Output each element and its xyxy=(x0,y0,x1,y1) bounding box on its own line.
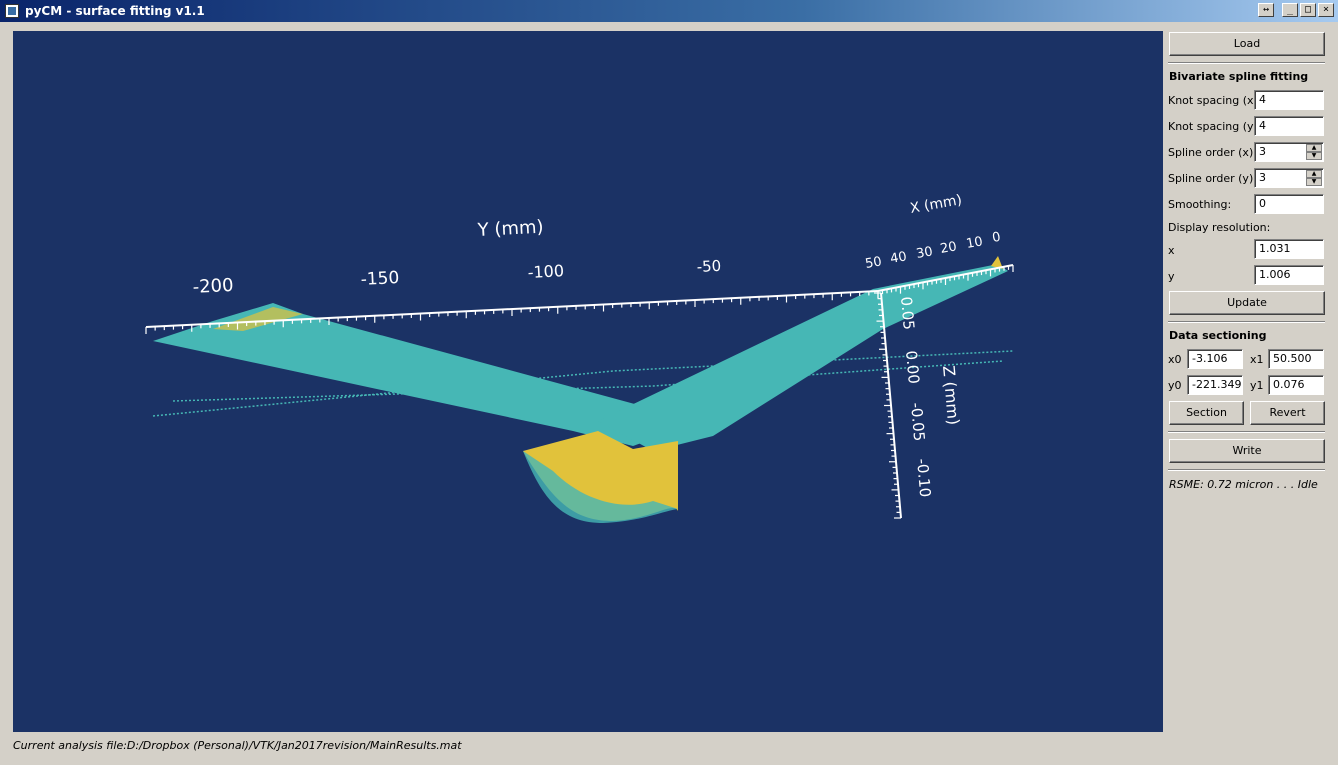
write-button[interactable]: Write xyxy=(1169,439,1325,463)
update-button[interactable]: Update xyxy=(1169,291,1325,315)
z-axis-title: Z (mm) xyxy=(939,365,963,426)
revert-button[interactable]: Revert xyxy=(1250,401,1325,425)
y-tick-label: -50 xyxy=(696,257,721,276)
data-sectioning-title: Data sectioning xyxy=(1169,329,1267,342)
z-axis-ticks xyxy=(874,292,901,519)
smoothing-label: Smoothing: xyxy=(1168,198,1232,211)
y0-label: y0 xyxy=(1168,379,1182,392)
outline-line xyxy=(152,350,1014,417)
display-resolution-label: Display resolution: xyxy=(1168,221,1271,234)
order-x-value: 3 xyxy=(1259,145,1266,158)
x0-input[interactable]: -3.106 xyxy=(1187,349,1243,369)
spline-section-title: Bivariate spline fitting xyxy=(1169,70,1309,83)
x0-label: x0 xyxy=(1168,353,1182,366)
divider xyxy=(1168,62,1325,64)
x1-label: x1 xyxy=(1250,353,1264,366)
title-bar[interactable]: pyCM - surface fitting v1.1 ↔ _ □ × xyxy=(0,0,1338,22)
x-axis-ticks xyxy=(877,265,1014,298)
x-tick-label: 50 xyxy=(864,254,883,272)
res-y-input[interactable]: 1.006 xyxy=(1254,265,1324,285)
surface-plot: Y (mm) -200 -150 -100 -50 X (mm) 50 40 3… xyxy=(145,192,1014,523)
x1-input[interactable]: 50.500 xyxy=(1268,349,1324,369)
y-axis-title: Y (mm) xyxy=(476,217,544,241)
divider xyxy=(1168,431,1325,433)
window-controls: ↔ _ □ × xyxy=(1258,3,1334,17)
order-y-spinbox[interactable]: 3 ▲ ▼ xyxy=(1254,168,1324,188)
x-axis-title: X (mm) xyxy=(909,192,963,217)
x-tick-label: 30 xyxy=(915,244,934,262)
order-x-label: Spline order (x) xyxy=(1168,146,1254,159)
divider xyxy=(1168,321,1325,323)
y1-input[interactable]: 0.076 xyxy=(1268,375,1324,395)
surface-right-wing xyxy=(598,264,1008,451)
knot-y-label: Knot spacing (y) xyxy=(1168,120,1258,133)
knot-x-input[interactable]: 4 xyxy=(1254,90,1324,110)
divider xyxy=(1168,469,1325,471)
z-tick-label: -0.10 xyxy=(913,458,934,498)
render-viewport[interactable]: Y (mm) -200 -150 -100 -50 X (mm) 50 40 3… xyxy=(13,31,1163,732)
y0-input[interactable]: -221.349 xyxy=(1187,375,1243,395)
maximize-button[interactable]: □ xyxy=(1300,3,1316,17)
minimize-button[interactable]: _ xyxy=(1282,3,1298,17)
z-tick-label: 0.00 xyxy=(902,350,923,385)
surface-left-wing xyxy=(153,303,698,446)
smoothing-input[interactable]: 0 xyxy=(1254,194,1324,214)
knot-x-label: Knot spacing (x) xyxy=(1168,94,1258,107)
z-tick-label: -0.05 xyxy=(907,402,928,442)
section-button[interactable]: Section xyxy=(1169,401,1244,425)
surface-right-tip xyxy=(991,256,1003,269)
order-y-label: Spline order (y) xyxy=(1168,172,1254,185)
spin-arrows-icon[interactable]: ▲ ▼ xyxy=(1306,170,1322,186)
order-x-spinbox[interactable]: 3 ▲ ▼ xyxy=(1254,142,1324,162)
load-button[interactable]: Load xyxy=(1169,32,1325,56)
x-tick-label: 10 xyxy=(965,234,984,252)
res-x-input[interactable]: 1.031 xyxy=(1254,239,1324,259)
outline-line xyxy=(172,360,1004,402)
order-y-value: 3 xyxy=(1259,171,1266,184)
z-tick-label: 0.05 xyxy=(897,296,918,331)
y-tick-label: -150 xyxy=(360,268,400,290)
resize-icon[interactable]: ↔ xyxy=(1258,3,1274,17)
x-tick-label: 40 xyxy=(889,249,908,267)
res-y-label: y xyxy=(1168,270,1175,283)
spin-arrows-icon[interactable]: ▲ ▼ xyxy=(1306,144,1322,160)
window-title: pyCM - surface fitting v1.1 xyxy=(25,4,205,18)
y-axis-ticks xyxy=(145,291,879,334)
y-tick-label: -200 xyxy=(192,275,234,298)
y1-label: y1 xyxy=(1250,379,1264,392)
x-tick-label: 20 xyxy=(939,239,958,257)
app-icon xyxy=(5,4,19,18)
analysis-file-status: Current analysis file:D:/Dropbox (Person… xyxy=(13,739,462,752)
surface-left-tip xyxy=(213,307,303,331)
status-text: RSME: 0.72 micron . . . Idle xyxy=(1169,478,1318,491)
close-button[interactable]: × xyxy=(1318,3,1334,17)
x-tick-label: 0 xyxy=(991,230,1002,246)
surface-bowl-edge xyxy=(523,451,678,523)
y-tick-label: -100 xyxy=(527,261,564,282)
res-x-label: x xyxy=(1168,244,1175,257)
knot-y-input[interactable]: 4 xyxy=(1254,116,1324,136)
